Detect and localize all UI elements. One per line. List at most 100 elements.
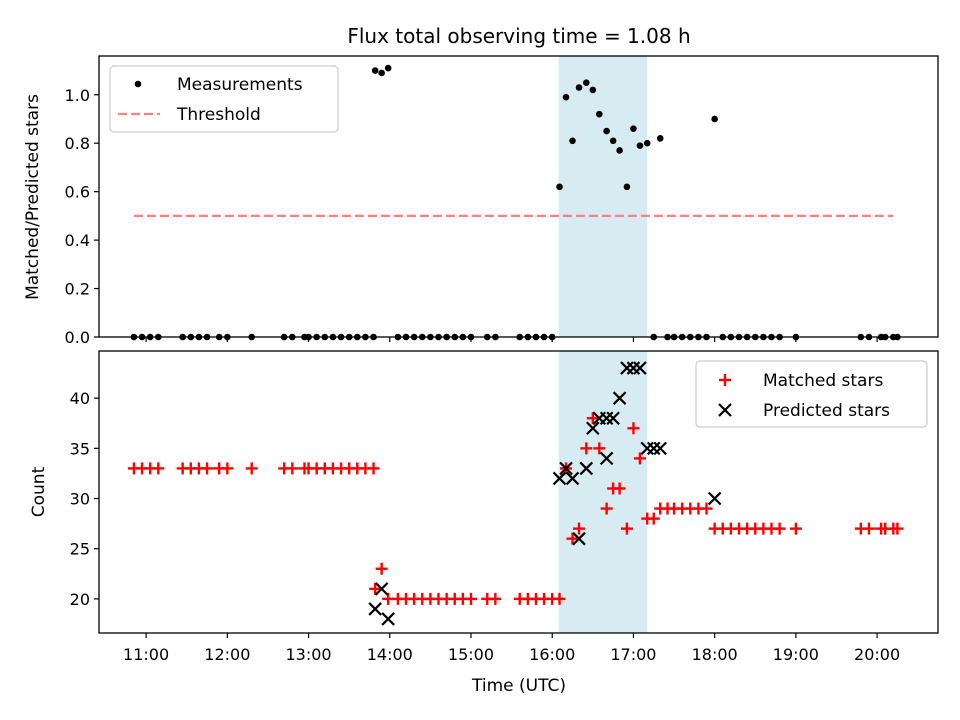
measurement-point — [569, 137, 576, 145]
legend-label-predicted: Predicted stars — [763, 401, 890, 421]
bottom-legend: Matched stars Predicted stars — [695, 360, 928, 428]
matched-point — [553, 592, 566, 605]
measurement-point — [589, 86, 597, 94]
top-axes: 0.0 0.2 0.4 0.6 0.8 1.0 Matched/Predicted sta… — [23, 55, 939, 347]
x-tick-label: 18:00 — [692, 645, 738, 664]
matched-point — [891, 522, 904, 535]
x-tick-label: 13:00 — [285, 645, 331, 664]
predicted-point — [612, 391, 627, 405]
measurement-point — [636, 142, 644, 149]
x-b — [572, 531, 586, 546]
bottom-axes: 11:00 12:00 13:00 14:00 15:00 16:00 17:00 18:00… — [29, 350, 939, 696]
x-tick-label: 20:00 — [854, 645, 900, 664]
legend-label-measurements: Measurements — [177, 75, 303, 95]
x-tick-label: 11:00 — [123, 645, 169, 664]
predicted-point — [374, 582, 389, 596]
top-ylabel: Matched/Predicted stars — [23, 94, 43, 300]
y-tick-label: 0.8 — [65, 134, 90, 153]
measurement-point — [583, 79, 590, 86]
matched-point — [375, 562, 388, 575]
legend-box — [695, 360, 928, 428]
matched-point — [464, 592, 477, 605]
measurement-point — [711, 115, 718, 123]
axes-frame — [98, 55, 939, 338]
x-tick-label: 12:00 — [204, 645, 250, 664]
measurement-point — [575, 84, 583, 91]
legend-label-threshold: Threshold — [176, 105, 261, 125]
predicted-point — [599, 451, 614, 466]
legend-dot-icon — [134, 80, 142, 88]
matched-point — [573, 522, 586, 535]
matched-point — [600, 502, 613, 515]
predicted-point — [579, 461, 594, 476]
x-tick-label: 15:00 — [448, 645, 494, 664]
x-b — [374, 582, 389, 596]
matched-point — [593, 442, 606, 455]
y-tick-label: 25 — [70, 540, 90, 559]
x-b — [612, 391, 627, 405]
top-plot-area: 0.0 0.2 0.4 0.6 0.8 1.0 — [65, 55, 939, 347]
highlight-span — [558, 56, 648, 337]
x-b — [586, 421, 600, 436]
matched-point — [633, 452, 646, 465]
predicted-point — [586, 421, 600, 436]
matched-point — [613, 482, 626, 495]
bottom-plot-area: 11:00 12:00 13:00 14:00 15:00 16:00 17:00 18:00… — [70, 350, 939, 664]
x-b — [579, 461, 594, 476]
matched-point — [627, 422, 640, 435]
x-tick-label: 16:00 — [529, 645, 575, 664]
x-b — [718, 403, 732, 417]
matched-point — [286, 462, 299, 475]
matched-point — [201, 462, 214, 475]
matched-point — [586, 412, 599, 425]
x-b — [653, 441, 668, 456]
matched-point — [489, 592, 502, 605]
matched-point — [773, 522, 786, 535]
x-tick-label: 17:00 — [610, 645, 656, 664]
predicted-point — [606, 411, 620, 426]
y-tick-label: 0.2 — [65, 280, 90, 299]
x-b — [559, 461, 573, 476]
measurement-point — [643, 139, 651, 147]
matched-point — [580, 442, 593, 455]
predicted-point — [559, 461, 573, 476]
x-b — [368, 602, 382, 616]
measurement-point — [609, 137, 617, 145]
matched-point — [367, 462, 380, 475]
matched-point — [620, 522, 633, 535]
measurement-point — [562, 93, 570, 101]
matched-point — [152, 462, 165, 475]
y-tick-label: 40 — [70, 389, 90, 408]
matched-point — [789, 522, 802, 535]
measurement-point — [378, 69, 385, 77]
predicted-point — [646, 441, 661, 456]
predicted-point — [381, 612, 395, 626]
top-legend: Measurements Threshold — [109, 65, 339, 133]
x-b — [599, 451, 614, 466]
y-tick-label: 30 — [70, 490, 90, 509]
highlight-span — [558, 351, 648, 633]
predicted-point — [565, 471, 580, 486]
x-b — [633, 361, 647, 375]
y-tick-label: 35 — [70, 439, 90, 458]
bottom-xlabel: Time (UTC) — [471, 676, 566, 696]
legend-plus-icon — [719, 374, 731, 386]
measurement-point — [630, 125, 637, 132]
legend-box — [109, 65, 339, 133]
predicted-point — [572, 531, 586, 546]
x-b — [552, 471, 567, 486]
x-b — [606, 411, 620, 426]
figure-title: Flux total observing time = 1.08 h — [347, 24, 690, 48]
measurement-point — [656, 135, 664, 142]
predicted-point — [368, 602, 382, 616]
bottom-ylabel: Count — [29, 466, 49, 517]
predicted-point — [653, 441, 668, 456]
y-tick-label: 20 — [70, 590, 90, 609]
measurement-point — [556, 183, 563, 191]
matched-point — [369, 582, 382, 595]
matched-point — [647, 512, 660, 525]
y-tick-label: 0.6 — [65, 183, 90, 202]
x-b — [565, 471, 580, 486]
x-b — [381, 612, 395, 626]
